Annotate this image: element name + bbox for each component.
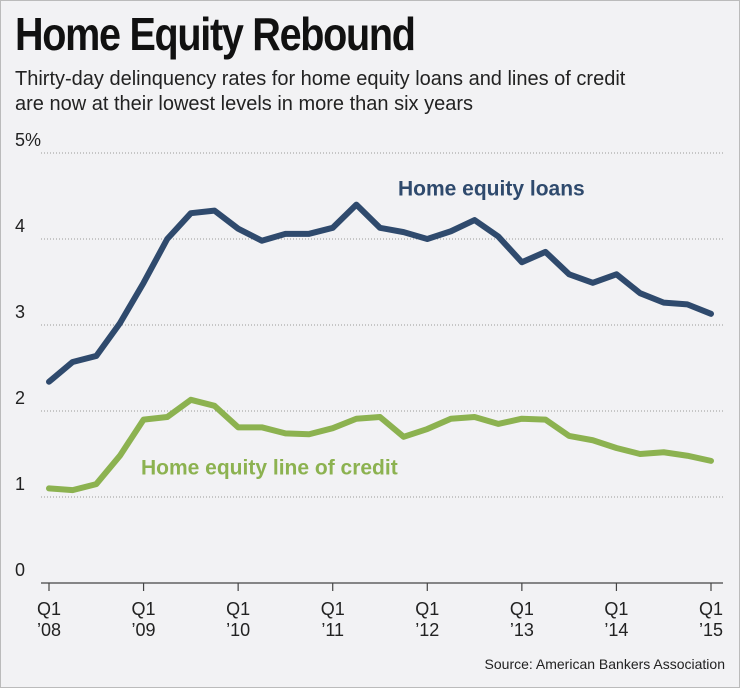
x-tick-label: Q1 ’08 <box>36 599 62 640</box>
x-tick-label: Q1 ’13 <box>509 599 534 640</box>
series-label: Home equity loans <box>398 178 585 201</box>
x-tick-label: Q1 ’14 <box>604 599 629 640</box>
y-tick-label: 4 <box>15 216 25 236</box>
y-tick-label: 0 <box>15 560 25 580</box>
y-tick-label: 1 <box>15 474 25 494</box>
y-tick-label: 2 <box>15 388 25 408</box>
series-label: Home equity line of credit <box>141 457 398 480</box>
chart-subtitle: Thirty-day delinquency rates for home eq… <box>15 68 626 115</box>
x-tick-label: Q1 ’12 <box>415 599 440 640</box>
x-tick-label: Q1 ’09 <box>131 599 156 640</box>
x-tick-label: Q1 ’10 <box>226 599 251 640</box>
x-tick-label: Q1 ’11 <box>320 599 345 640</box>
chart-title: Home Equity Rebound <box>15 8 416 60</box>
series-line <box>46 396 714 494</box>
series-line <box>46 201 714 385</box>
source-note: Source: American Bankers Association <box>484 656 725 672</box>
y-tick-label: 5% <box>15 130 41 150</box>
y-tick-label: 3 <box>15 302 25 322</box>
x-tick-label: Q1 ’15 <box>698 599 724 640</box>
